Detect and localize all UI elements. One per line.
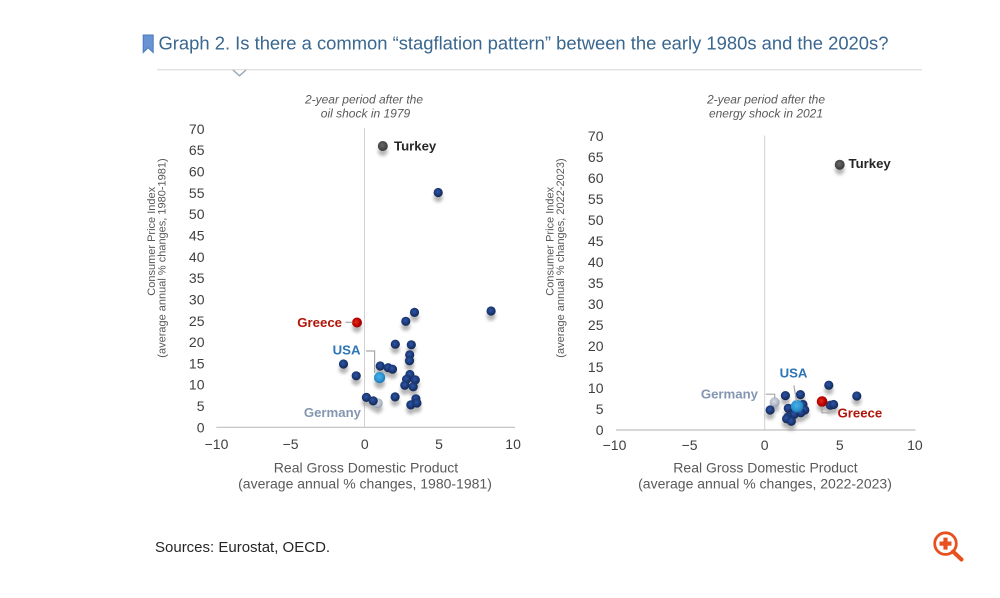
svg-text:Germany: Germany bbox=[304, 405, 362, 420]
svg-text:5: 5 bbox=[596, 401, 604, 417]
svg-text:15: 15 bbox=[588, 359, 604, 375]
svg-text:Germany: Germany bbox=[701, 387, 759, 402]
svg-text:USA: USA bbox=[780, 366, 808, 381]
svg-text:5: 5 bbox=[197, 398, 205, 414]
svg-text:50: 50 bbox=[189, 206, 205, 222]
svg-text:−10: −10 bbox=[603, 437, 627, 453]
svg-text:50: 50 bbox=[588, 212, 604, 228]
svg-text:Real Gross Domestic Product: Real Gross Domestic Product bbox=[274, 460, 459, 476]
svg-text:65: 65 bbox=[189, 142, 205, 158]
svg-text:−5: −5 bbox=[283, 436, 299, 452]
svg-text:0: 0 bbox=[761, 437, 769, 453]
svg-text:65: 65 bbox=[588, 149, 604, 165]
svg-text:25: 25 bbox=[588, 317, 604, 333]
svg-text:(average annual % changes, 202: (average annual % changes, 2022-2023) bbox=[555, 158, 567, 357]
svg-text:Greece: Greece bbox=[838, 406, 883, 421]
svg-text:10: 10 bbox=[505, 436, 521, 452]
svg-text:40: 40 bbox=[189, 249, 205, 265]
svg-text:5: 5 bbox=[836, 437, 844, 453]
svg-text:55: 55 bbox=[588, 191, 604, 207]
svg-text:oil shock in 1979: oil shock in 1979 bbox=[321, 107, 411, 121]
svg-text:45: 45 bbox=[588, 233, 604, 249]
svg-text:10: 10 bbox=[907, 437, 923, 453]
svg-text:Real Gross Domestic Product: Real Gross Domestic Product bbox=[673, 460, 858, 476]
svg-text:0: 0 bbox=[361, 436, 369, 452]
svg-text:10: 10 bbox=[189, 377, 205, 393]
svg-text:55: 55 bbox=[189, 185, 205, 201]
svg-text:Turkey: Turkey bbox=[849, 156, 892, 171]
svg-text:15: 15 bbox=[189, 355, 205, 371]
svg-text:10: 10 bbox=[588, 380, 604, 396]
svg-text:Consumer Price Index: Consumer Price Index bbox=[545, 186, 557, 295]
svg-text:(average annual % changes, 198: (average annual % changes, 1980-1981) bbox=[157, 158, 169, 357]
svg-text:energy shock in 2021: energy shock in 2021 bbox=[709, 107, 823, 121]
svg-text:70: 70 bbox=[588, 128, 604, 144]
svg-text:0: 0 bbox=[197, 419, 205, 435]
svg-text:20: 20 bbox=[189, 334, 205, 350]
svg-text:35: 35 bbox=[189, 270, 205, 286]
svg-text:(average annual % changes, 202: (average annual % changes, 2022-2023) bbox=[638, 476, 892, 492]
svg-text:60: 60 bbox=[189, 163, 205, 179]
svg-text:2-year period after the: 2-year period after the bbox=[304, 93, 423, 107]
svg-text:25: 25 bbox=[189, 313, 205, 329]
svg-text:5: 5 bbox=[435, 436, 443, 452]
svg-text:20: 20 bbox=[588, 338, 604, 354]
svg-text:40: 40 bbox=[588, 254, 604, 270]
svg-text:70: 70 bbox=[189, 121, 205, 137]
svg-text:Greece: Greece bbox=[297, 315, 342, 330]
svg-text:Graph 2. Is there a common “st: Graph 2. Is there a common “stagflation … bbox=[159, 33, 889, 54]
svg-text:USA: USA bbox=[333, 343, 361, 358]
svg-text:2-year period after the: 2-year period after the bbox=[706, 93, 825, 107]
svg-text:30: 30 bbox=[189, 291, 205, 307]
svg-text:−10: −10 bbox=[205, 436, 229, 452]
svg-text:0: 0 bbox=[596, 422, 604, 438]
svg-text:35: 35 bbox=[588, 275, 604, 291]
svg-text:Sources: Eurostat, OECD.: Sources: Eurostat, OECD. bbox=[155, 539, 330, 556]
svg-text:(average annual % changes, 198: (average annual % changes, 1980-1981) bbox=[238, 476, 492, 492]
svg-text:Turkey: Turkey bbox=[394, 139, 437, 154]
svg-text:45: 45 bbox=[189, 227, 205, 243]
svg-text:−5: −5 bbox=[682, 437, 698, 453]
svg-text:60: 60 bbox=[588, 170, 604, 186]
svg-text:Consumer Price Index: Consumer Price Index bbox=[146, 186, 158, 295]
svg-text:30: 30 bbox=[588, 296, 604, 312]
